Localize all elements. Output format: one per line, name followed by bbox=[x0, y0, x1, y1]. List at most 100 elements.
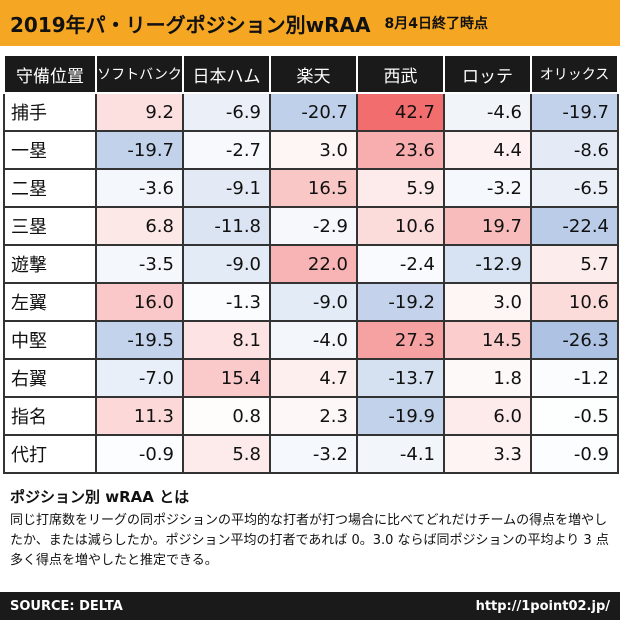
table-row: 代打 -0.9 5.8 -3.2 -4.1 3.3 -0.9 bbox=[3, 434, 619, 474]
value-cell: 2.3 bbox=[269, 396, 358, 436]
team-header: オリックス bbox=[530, 54, 619, 94]
date-note: 8月4日終了時点 bbox=[384, 16, 488, 32]
table-row: 中堅 -19.5 8.1 -4.0 27.3 14.5 -26.3 bbox=[3, 320, 619, 360]
value-cell: 16.5 bbox=[269, 168, 358, 208]
value-cell: -3.2 bbox=[269, 434, 358, 474]
value-cell: -19.2 bbox=[356, 282, 445, 322]
table-body: 捕手 9.2 -6.9 -20.7 42.7 -4.6 -19.7 一塁 -19.7 -2.7 3.… bbox=[3, 92, 619, 474]
table-row: 右翼 -7.0 15.4 4.7 -13.7 1.8 -1.2 bbox=[3, 358, 619, 398]
value-cell: -19.7 bbox=[95, 130, 184, 170]
table-row: 三塁 6.8 -11.8 -2.9 10.6 19.7 -22.4 bbox=[3, 206, 619, 246]
value-cell: -20.7 bbox=[269, 92, 358, 132]
position-label: 一塁 bbox=[3, 130, 97, 170]
position-label: 右翼 bbox=[3, 358, 97, 398]
value-cell: 14.5 bbox=[443, 320, 532, 360]
title-bar: 2019年パ・リーグポジション別wRAA 8月4日終了時点 bbox=[0, 0, 620, 46]
value-cell: -12.9 bbox=[443, 244, 532, 284]
value-cell: 0.8 bbox=[182, 396, 271, 436]
value-cell: 15.4 bbox=[182, 358, 271, 398]
value-cell: 3.0 bbox=[269, 130, 358, 170]
value-cell: 10.6 bbox=[356, 206, 445, 246]
value-cell: -13.7 bbox=[356, 358, 445, 398]
value-cell: -22.4 bbox=[530, 206, 619, 246]
explanation-text: 同じ打席数をリーグの同ポジションの平均的な打者が打つ場合に比べてどれだけチームの… bbox=[10, 513, 609, 568]
value-cell: 6.0 bbox=[443, 396, 532, 436]
table-row: 遊撃 -3.5 -9.0 22.0 -2.4 -12.9 5.7 bbox=[3, 244, 619, 284]
value-cell: 3.0 bbox=[443, 282, 532, 322]
value-cell: -19.7 bbox=[530, 92, 619, 132]
table-row: 指名 11.3 0.8 2.3 -19.9 6.0 -0.5 bbox=[3, 396, 619, 436]
value-cell: -9.0 bbox=[269, 282, 358, 322]
position-label: 中堅 bbox=[3, 320, 97, 360]
value-cell: -6.9 bbox=[182, 92, 271, 132]
value-cell: -4.6 bbox=[443, 92, 532, 132]
value-cell: -11.8 bbox=[182, 206, 271, 246]
position-label: 遊撃 bbox=[3, 244, 97, 284]
value-cell: 23.6 bbox=[356, 130, 445, 170]
value-cell: -0.5 bbox=[530, 396, 619, 436]
value-cell: -19.9 bbox=[356, 396, 445, 436]
value-cell: -2.9 bbox=[269, 206, 358, 246]
table-row: 左翼 16.0 -1.3 -9.0 -19.2 3.0 10.6 bbox=[3, 282, 619, 322]
team-header: 楽天 bbox=[269, 54, 358, 94]
value-cell: -6.5 bbox=[530, 168, 619, 208]
value-cell: 4.7 bbox=[269, 358, 358, 398]
value-cell: 22.0 bbox=[269, 244, 358, 284]
position-label: 二塁 bbox=[3, 168, 97, 208]
value-cell: -2.7 bbox=[182, 130, 271, 170]
value-cell: 5.9 bbox=[356, 168, 445, 208]
chart-title: 2019年パ・リーグポジション別wRAA bbox=[10, 12, 371, 37]
value-cell: 42.7 bbox=[356, 92, 445, 132]
value-cell: -1.3 bbox=[182, 282, 271, 322]
table-row: 捕手 9.2 -6.9 -20.7 42.7 -4.6 -19.7 bbox=[3, 92, 619, 132]
team-header: ロッテ bbox=[443, 54, 532, 94]
position-label: 代打 bbox=[3, 434, 97, 474]
footer: SOURCE: DELTA http://1point02.jp/ bbox=[0, 592, 620, 620]
position-label: 捕手 bbox=[3, 92, 97, 132]
corner-header: 守備位置 bbox=[3, 54, 97, 94]
value-cell: 9.2 bbox=[95, 92, 184, 132]
value-cell: 11.3 bbox=[95, 396, 184, 436]
table-row: 一塁 -19.7 -2.7 3.0 23.6 4.4 -8.6 bbox=[3, 130, 619, 170]
source-url[interactable]: http://1point02.jp/ bbox=[475, 598, 610, 614]
value-cell: 27.3 bbox=[356, 320, 445, 360]
value-cell: 3.3 bbox=[443, 434, 532, 474]
value-cell: -3.6 bbox=[95, 168, 184, 208]
value-cell: -26.3 bbox=[530, 320, 619, 360]
value-cell: -3.2 bbox=[443, 168, 532, 208]
position-label: 指名 bbox=[3, 396, 97, 436]
table-row: 二塁 -3.6 -9.1 16.5 5.9 -3.2 -6.5 bbox=[3, 168, 619, 208]
value-cell: -9.1 bbox=[182, 168, 271, 208]
wraa-table: 守備位置 ソフトバンク 日本ハム 楽天 西武 ロッテ オリックス 捕手 9.2 -6.9 -20… bbox=[3, 54, 619, 474]
value-cell: 10.6 bbox=[530, 282, 619, 322]
explanation-title: ポジション別 wRAA とは bbox=[10, 488, 190, 506]
value-cell: -2.4 bbox=[356, 244, 445, 284]
header-row: 守備位置 ソフトバンク 日本ハム 楽天 西武 ロッテ オリックス bbox=[3, 54, 619, 94]
value-cell: -1.2 bbox=[530, 358, 619, 398]
value-cell: 5.8 bbox=[182, 434, 271, 474]
value-cell: -3.5 bbox=[95, 244, 184, 284]
value-cell: 5.7 bbox=[530, 244, 619, 284]
value-cell: -4.1 bbox=[356, 434, 445, 474]
position-label: 三塁 bbox=[3, 206, 97, 246]
value-cell: -19.5 bbox=[95, 320, 184, 360]
position-label: 左翼 bbox=[3, 282, 97, 322]
value-cell: 1.8 bbox=[443, 358, 532, 398]
value-cell: 6.8 bbox=[95, 206, 184, 246]
value-cell: 19.7 bbox=[443, 206, 532, 246]
value-cell: 8.1 bbox=[182, 320, 271, 360]
value-cell: 4.4 bbox=[443, 130, 532, 170]
team-header: ソフトバンク bbox=[95, 54, 184, 94]
team-header: 西武 bbox=[356, 54, 445, 94]
value-cell: -8.6 bbox=[530, 130, 619, 170]
source-label: SOURCE: DELTA bbox=[10, 598, 123, 614]
explanation: ポジション別 wRAA とは 同じ打席数をリーグの同ポジションの平均的な打者が打… bbox=[10, 486, 614, 571]
team-header: 日本ハム bbox=[182, 54, 271, 94]
value-cell: -9.0 bbox=[182, 244, 271, 284]
value-cell: -0.9 bbox=[530, 434, 619, 474]
value-cell: 16.0 bbox=[95, 282, 184, 322]
value-cell: -7.0 bbox=[95, 358, 184, 398]
value-cell: -0.9 bbox=[95, 434, 184, 474]
value-cell: -4.0 bbox=[269, 320, 358, 360]
